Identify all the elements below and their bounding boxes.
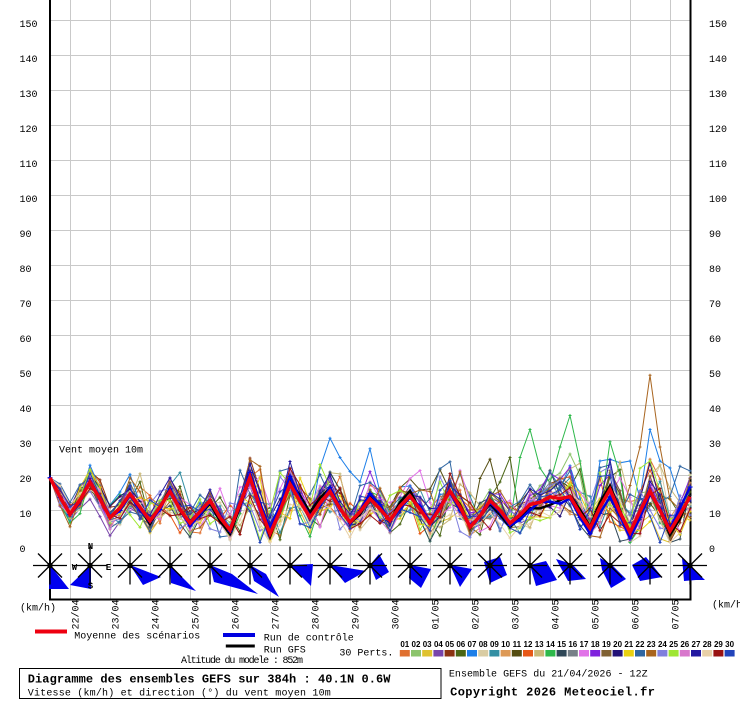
svg-text:150: 150 bbox=[20, 20, 38, 31]
svg-text:02: 02 bbox=[412, 640, 421, 649]
svg-text:40: 40 bbox=[20, 405, 32, 416]
svg-text:100: 100 bbox=[20, 195, 38, 206]
svg-text:30: 30 bbox=[20, 440, 32, 451]
svg-text:13: 13 bbox=[535, 640, 544, 649]
svg-text:07: 07 bbox=[468, 640, 477, 649]
svg-text:Vent moyen 10m: Vent moyen 10m bbox=[59, 446, 143, 457]
svg-text:03/05: 03/05 bbox=[511, 599, 523, 629]
svg-text:08: 08 bbox=[479, 640, 488, 649]
svg-text:30: 30 bbox=[725, 640, 734, 649]
svg-text:26: 26 bbox=[680, 640, 689, 649]
svg-text:10: 10 bbox=[709, 510, 721, 521]
svg-text:06: 06 bbox=[456, 640, 465, 649]
svg-text:80: 80 bbox=[709, 265, 721, 276]
svg-text:10: 10 bbox=[501, 640, 510, 649]
svg-text:150: 150 bbox=[709, 20, 727, 31]
svg-text:22: 22 bbox=[636, 640, 645, 649]
svg-text:28/04: 28/04 bbox=[311, 599, 323, 629]
svg-text:80: 80 bbox=[20, 265, 32, 276]
svg-text:N: N bbox=[88, 542, 93, 552]
svg-text:30/04: 30/04 bbox=[391, 599, 403, 629]
svg-text:05/05: 05/05 bbox=[591, 599, 603, 629]
svg-text:50: 50 bbox=[20, 370, 32, 381]
svg-text:E: E bbox=[106, 563, 112, 573]
svg-text:27/04: 27/04 bbox=[271, 599, 283, 629]
svg-text:S: S bbox=[88, 582, 94, 592]
svg-text:21: 21 bbox=[624, 640, 633, 649]
svg-text:140: 140 bbox=[20, 55, 38, 66]
svg-text:130: 130 bbox=[709, 90, 727, 101]
svg-text:22/04: 22/04 bbox=[71, 599, 83, 629]
svg-text:60: 60 bbox=[709, 335, 721, 346]
svg-text:04: 04 bbox=[434, 640, 443, 649]
svg-text:20: 20 bbox=[20, 475, 32, 486]
svg-text:Run de contrôle: Run de contrôle bbox=[264, 633, 354, 645]
svg-text:120: 120 bbox=[709, 125, 727, 136]
svg-text:03: 03 bbox=[423, 640, 432, 649]
svg-text:10: 10 bbox=[20, 510, 32, 521]
svg-text:Moyenne des scénarios: Moyenne des scénarios bbox=[74, 631, 200, 643]
svg-text:24/04: 24/04 bbox=[151, 599, 163, 629]
svg-text:25: 25 bbox=[669, 640, 678, 649]
svg-text:Copyright 2026 Meteociel.fr: Copyright 2026 Meteociel.fr bbox=[450, 686, 655, 700]
svg-text:04/05: 04/05 bbox=[551, 599, 563, 629]
svg-text:0: 0 bbox=[20, 545, 26, 556]
svg-text:130: 130 bbox=[20, 90, 38, 101]
svg-text:60: 60 bbox=[20, 335, 32, 346]
svg-text:70: 70 bbox=[709, 300, 721, 311]
svg-text:110: 110 bbox=[20, 160, 38, 171]
svg-text:Vitesse (km/h) et direction (°: Vitesse (km/h) et direction (°) du vent … bbox=[28, 688, 331, 700]
svg-text:11: 11 bbox=[513, 640, 522, 649]
svg-text:26/04: 26/04 bbox=[231, 599, 243, 629]
svg-text:19: 19 bbox=[602, 640, 611, 649]
svg-text:01: 01 bbox=[400, 640, 409, 649]
svg-text:(km/h): (km/h) bbox=[20, 603, 56, 615]
svg-text:Altitude du modele : 852m: Altitude du modele : 852m bbox=[181, 655, 303, 667]
svg-text:09: 09 bbox=[490, 640, 499, 649]
svg-text:Run GFS: Run GFS bbox=[264, 646, 306, 657]
svg-text:Diagramme des ensembles GEFS s: Diagramme des ensembles GEFS sur 384h : … bbox=[28, 673, 391, 687]
svg-text:30: 30 bbox=[709, 440, 721, 451]
svg-text:14: 14 bbox=[546, 640, 555, 649]
svg-text:23: 23 bbox=[647, 640, 656, 649]
svg-text:100: 100 bbox=[709, 195, 727, 206]
svg-text:15: 15 bbox=[557, 640, 566, 649]
svg-text:90: 90 bbox=[709, 230, 721, 241]
svg-text:16: 16 bbox=[568, 640, 577, 649]
svg-text:18: 18 bbox=[591, 640, 600, 649]
svg-text:12: 12 bbox=[524, 640, 533, 649]
svg-text:23/04: 23/04 bbox=[111, 599, 123, 629]
svg-text:29/04: 29/04 bbox=[351, 599, 363, 629]
svg-text:06/05: 06/05 bbox=[631, 599, 643, 629]
svg-text:110: 110 bbox=[709, 160, 727, 171]
svg-text:0: 0 bbox=[709, 545, 715, 556]
svg-text:30 Perts.: 30 Perts. bbox=[339, 649, 393, 660]
svg-text:50: 50 bbox=[709, 370, 721, 381]
svg-text:120: 120 bbox=[20, 125, 38, 136]
svg-text:W: W bbox=[72, 563, 78, 573]
svg-text:(km/h): (km/h) bbox=[712, 600, 740, 612]
svg-text:27: 27 bbox=[692, 640, 701, 649]
svg-text:140: 140 bbox=[709, 55, 727, 66]
svg-text:17: 17 bbox=[580, 640, 589, 649]
svg-text:07/05: 07/05 bbox=[671, 599, 683, 629]
svg-text:20: 20 bbox=[613, 640, 622, 649]
svg-text:70: 70 bbox=[20, 300, 32, 311]
svg-text:20: 20 bbox=[709, 475, 721, 486]
svg-text:02/05: 02/05 bbox=[471, 599, 483, 629]
svg-text:90: 90 bbox=[20, 230, 32, 241]
svg-text:28: 28 bbox=[703, 640, 712, 649]
svg-text:05: 05 bbox=[445, 640, 454, 649]
svg-text:Ensemble GEFS du 21/04/2026 -: Ensemble GEFS du 21/04/2026 - 12Z bbox=[449, 669, 648, 681]
svg-text:01/05: 01/05 bbox=[431, 599, 443, 629]
svg-text:25/04: 25/04 bbox=[191, 599, 203, 629]
svg-text:40: 40 bbox=[709, 405, 721, 416]
svg-text:29: 29 bbox=[714, 640, 723, 649]
svg-text:24: 24 bbox=[658, 640, 667, 649]
